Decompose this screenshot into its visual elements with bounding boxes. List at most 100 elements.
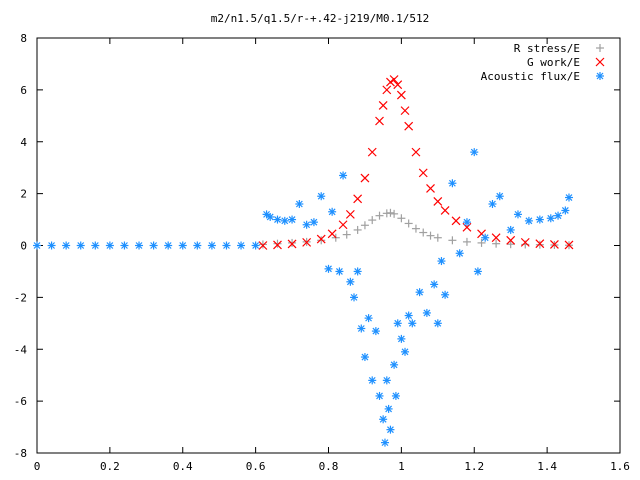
data-point: [506, 235, 516, 245]
data-point: [309, 218, 318, 227]
data-point: [448, 236, 457, 245]
legend-label: G work/E: [527, 56, 580, 69]
data-point: [342, 230, 351, 239]
data-point: [384, 404, 393, 413]
data-point: [391, 391, 400, 400]
data-point: [353, 267, 362, 276]
data-point: [433, 319, 442, 328]
data-point: [411, 147, 421, 157]
data-point: [91, 241, 100, 250]
data-point: [368, 216, 377, 225]
y-tick-label: 6: [20, 84, 27, 97]
data-point: [178, 241, 187, 250]
data-point: [404, 311, 413, 320]
data-point: [47, 241, 56, 250]
x-tick-label: 1.4: [537, 460, 557, 473]
data-point: [316, 234, 326, 244]
data-point: [367, 147, 377, 157]
data-point: [353, 194, 363, 204]
y-tick-label: -8: [14, 447, 27, 460]
x-tick-label: 0.8: [319, 460, 339, 473]
y-tick-label: -2: [14, 291, 27, 304]
data-point: [237, 241, 246, 250]
data-point: [393, 319, 402, 328]
data-point: [491, 233, 501, 243]
data-point: [302, 237, 312, 247]
data-point: [382, 85, 392, 95]
data-point: [328, 207, 337, 216]
data-point: [338, 220, 348, 230]
data-point: [396, 90, 406, 100]
y-tick-label: -4: [14, 343, 28, 356]
data-point: [371, 327, 380, 336]
data-point: [324, 264, 333, 273]
data-point: [375, 116, 384, 126]
data-point: [390, 209, 399, 218]
data-point: [280, 216, 289, 225]
data-point: [380, 438, 389, 447]
data-point: [411, 224, 420, 233]
x-tick-label: 1.2: [464, 460, 484, 473]
legend-label: Acoustic flux/E: [481, 70, 580, 83]
data-point: [554, 211, 563, 220]
data-point: [345, 209, 355, 219]
data-point: [382, 376, 391, 385]
data-point: [288, 215, 297, 224]
data-point: [495, 192, 504, 201]
data-point: [379, 415, 388, 424]
x-tick-label: 0.4: [173, 460, 193, 473]
data-point: [287, 239, 297, 249]
data-point: [430, 280, 439, 289]
data-point: [513, 210, 522, 219]
data-point: [327, 229, 337, 239]
data-point: [105, 241, 114, 250]
data-point: [400, 106, 410, 116]
data-point: [440, 206, 450, 215]
data-point: [386, 425, 395, 434]
data-point: [258, 240, 267, 249]
data-point: [488, 200, 497, 208]
data-point: [477, 238, 486, 247]
data-point: [360, 221, 369, 230]
data-point: [33, 241, 41, 250]
data-point: [302, 220, 311, 229]
data-point: [390, 360, 399, 369]
legend-marker: [595, 57, 605, 67]
y-tick-label: 4: [20, 136, 27, 149]
data-point: [535, 215, 544, 224]
data-point: [273, 239, 282, 248]
data-point: [295, 200, 304, 208]
data-point: [462, 237, 471, 246]
data-point: [317, 236, 326, 245]
data-point: [273, 215, 282, 224]
data-point: [62, 241, 71, 250]
data-point: [418, 168, 428, 178]
data-point: [426, 231, 435, 240]
data-point: [397, 334, 406, 343]
data-point: [317, 192, 326, 201]
legend-label: R stress/E: [514, 42, 580, 55]
data-point: [415, 288, 424, 297]
data-point: [473, 267, 482, 276]
data-point: [375, 211, 384, 220]
chart-title: m2/n1.5/q1.5/r-+.42-j219/M0.1/512: [211, 12, 430, 25]
y-tick-label: 0: [20, 240, 27, 253]
data-point: [350, 293, 359, 302]
data-point: [360, 353, 369, 362]
data-point: [339, 171, 348, 180]
data-point: [397, 214, 406, 223]
data-point: [364, 314, 373, 323]
data-point: [389, 75, 399, 84]
x-tick-label: 0.2: [100, 460, 120, 473]
data-point: [451, 216, 461, 226]
data-point: [164, 241, 173, 250]
data-point: [419, 228, 428, 237]
data-point: [149, 241, 158, 250]
data-point: [462, 218, 471, 227]
data-point: [401, 347, 410, 356]
y-tick-label: 8: [20, 32, 27, 45]
data-point: [251, 241, 260, 250]
data-point: [564, 240, 574, 250]
